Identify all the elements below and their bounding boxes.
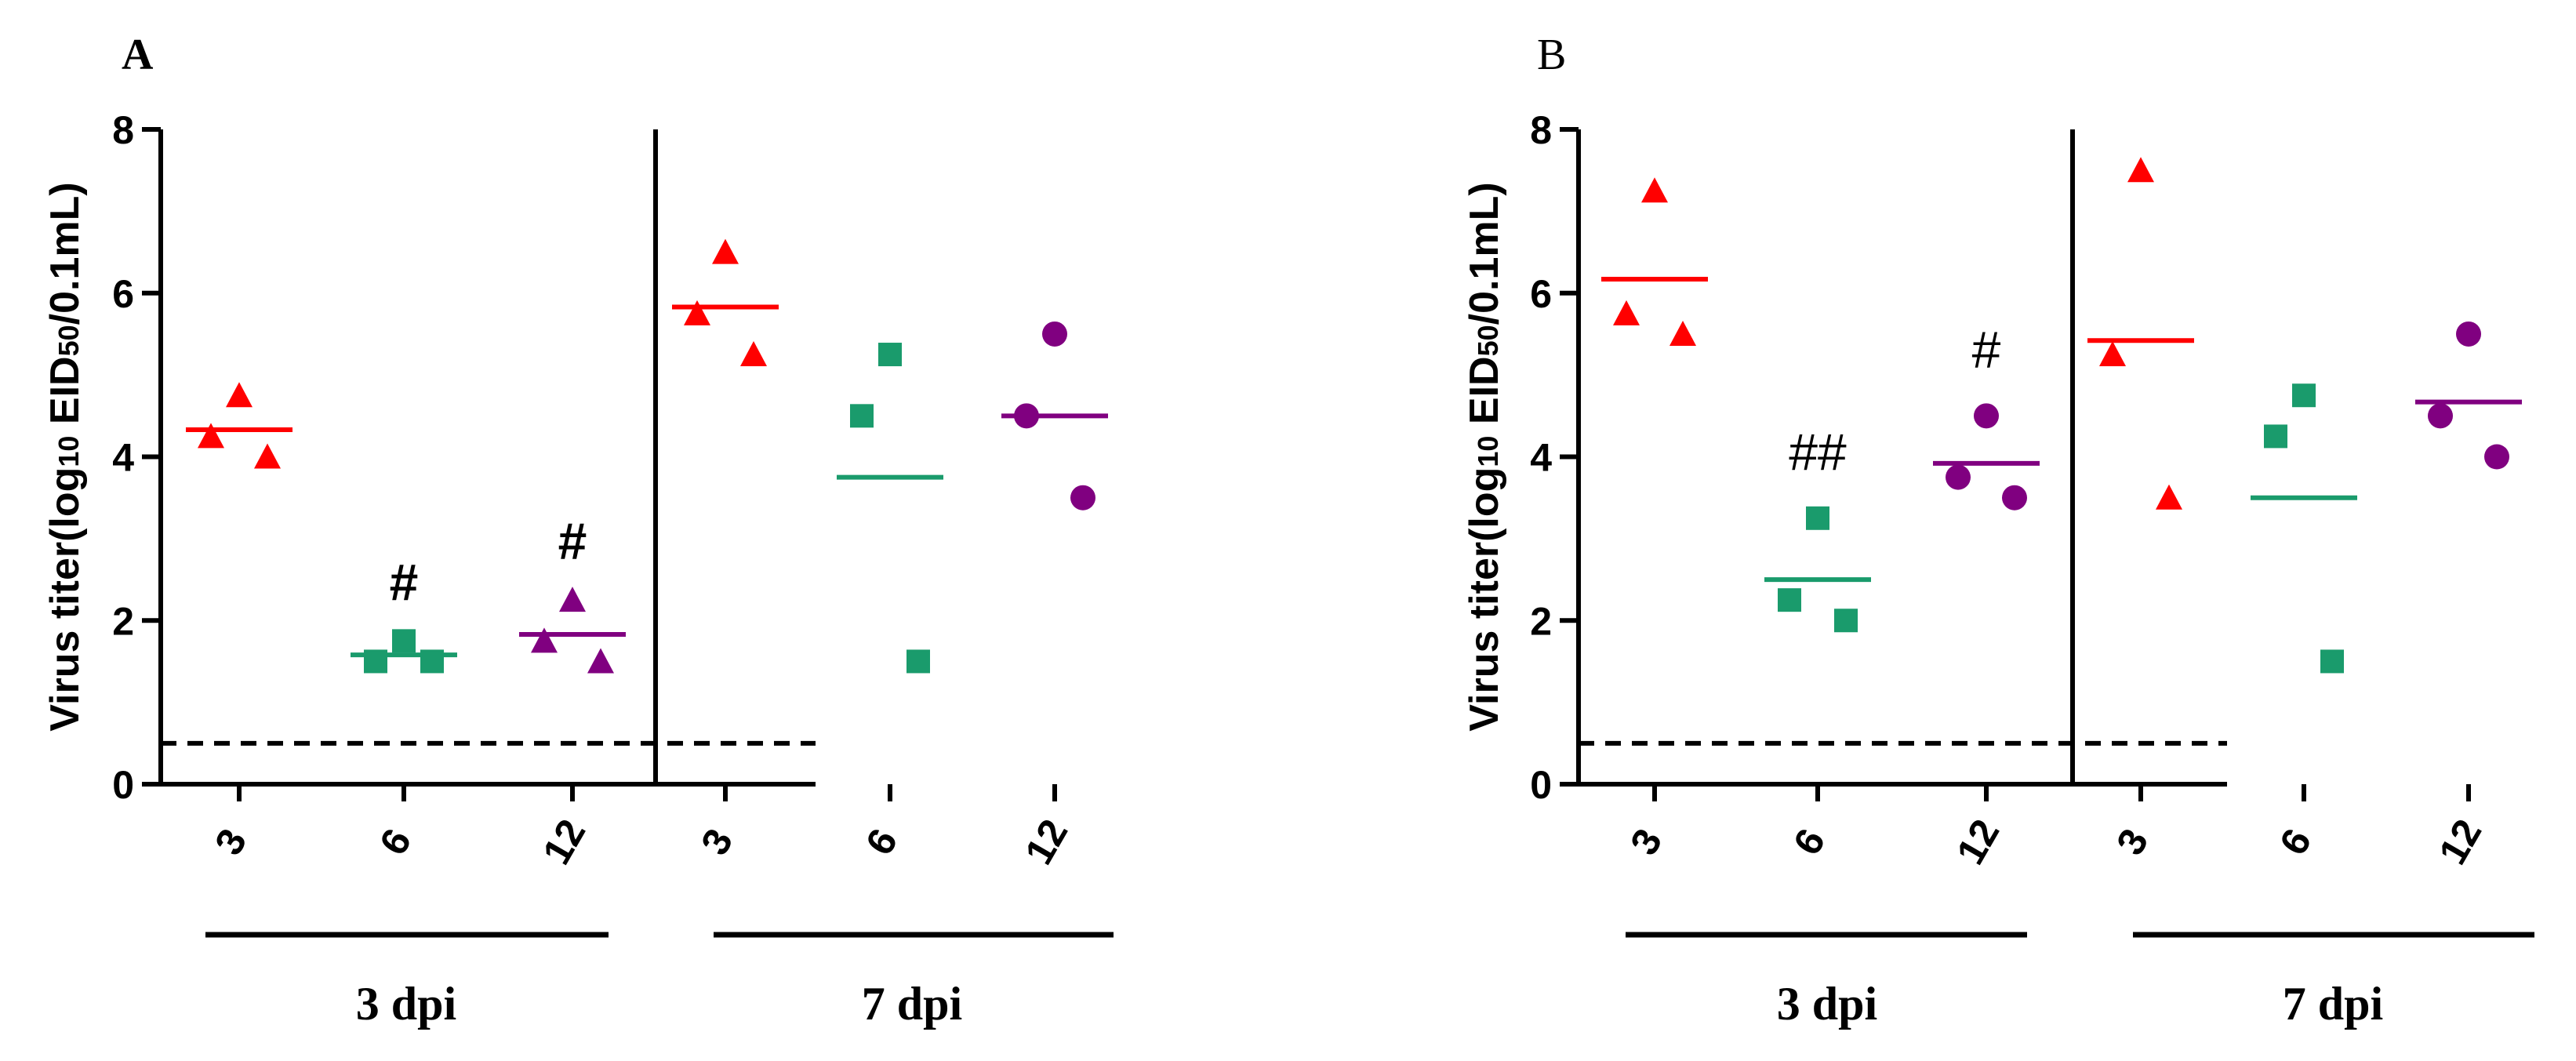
data-point-square xyxy=(878,343,902,367)
significance-mark: ## xyxy=(1789,423,1847,481)
data-point-triangle xyxy=(254,443,281,469)
data-point-triangle xyxy=(1641,177,1668,203)
data-point-circle xyxy=(1042,321,1067,347)
panel-letter: B xyxy=(1537,31,1566,79)
x-tick-label: 6 xyxy=(2271,821,2320,862)
data-point-square xyxy=(2264,424,2287,449)
data-point-triangle xyxy=(2099,341,2126,367)
x-tick-label: 6 xyxy=(1785,821,1833,862)
x-tick-label: 12 xyxy=(1948,812,2007,871)
data-point-circle xyxy=(1946,464,1971,490)
data-point-triangle xyxy=(2156,484,2182,510)
data-point-square xyxy=(2320,649,2344,674)
x-tick-label: 6 xyxy=(371,821,420,862)
data-point-triangle xyxy=(226,382,253,408)
data-point-triangle xyxy=(531,627,558,653)
y-tick-label: 2 xyxy=(112,599,134,643)
data-point-square xyxy=(907,649,930,674)
group-label: 3 dpi xyxy=(356,978,456,1030)
x-tick-label: 3 xyxy=(2108,821,2156,862)
data-point-triangle xyxy=(559,587,586,612)
y-tick-label: 6 xyxy=(1530,272,1552,316)
x-tick-label: 3 xyxy=(692,821,741,862)
data-point-square xyxy=(1834,609,1858,633)
x-tick-label: 12 xyxy=(1016,812,1076,871)
data-point-square xyxy=(1778,588,1801,612)
data-point-circle xyxy=(2484,444,2509,470)
data-point-square xyxy=(392,629,416,653)
group-label: 7 dpi xyxy=(862,978,962,1030)
y-axis-label: Virus titer(log10 EID50/0.1mL) xyxy=(1462,182,1507,731)
x-tick-label: 12 xyxy=(534,812,594,871)
data-point-square xyxy=(850,404,874,428)
group-label: 3 dpi xyxy=(1777,978,1877,1030)
data-point-circle xyxy=(2456,321,2481,347)
data-point-square xyxy=(1806,506,1829,530)
y-tick-label: 8 xyxy=(112,108,134,152)
data-point-triangle xyxy=(2127,157,2154,183)
y-tick-label: 4 xyxy=(112,436,134,480)
y-tick-label: 0 xyxy=(1530,763,1552,807)
data-point-circle xyxy=(1070,485,1095,511)
y-tick-label: 0 xyxy=(112,763,134,807)
significance-mark: # xyxy=(558,512,587,570)
y-tick-label: 6 xyxy=(112,272,134,316)
data-point-triangle xyxy=(684,300,710,325)
x-tick-label: 3 xyxy=(1622,821,1670,862)
significance-mark: # xyxy=(390,553,419,611)
group-label: 7 dpi xyxy=(2283,978,2383,1030)
panel-b: B 0 2 4 6 8 Virus titer(log10 EID50/0.1mL) 3 6 12… xyxy=(1462,31,2534,1030)
x-tick-label: 6 xyxy=(857,821,906,862)
data-point-circle xyxy=(2428,403,2453,429)
x-tick-label: 3 xyxy=(206,821,255,862)
data-point-triangle xyxy=(712,238,739,264)
data-point-triangle xyxy=(198,423,224,449)
x-tick-label: 12 xyxy=(2430,812,2490,871)
data-point-triangle xyxy=(587,648,614,674)
y-tick-label: 4 xyxy=(1530,436,1552,480)
data-point-circle xyxy=(2002,485,2027,511)
significance-mark: # xyxy=(1972,320,2001,378)
y-axis-label: Virus titer(log10 EID50/0.1mL) xyxy=(42,182,88,731)
data-point-circle xyxy=(1974,403,1999,429)
y-tick-label: 8 xyxy=(1530,108,1552,152)
data-point-square xyxy=(2292,383,2316,408)
panel-letter: A xyxy=(122,31,154,79)
panel-a: A 0 2 4 6 8 Virus titer(log10 EID50/0.1mL) 3 6 12… xyxy=(42,31,1114,1030)
data-point-triangle xyxy=(1613,300,1640,325)
data-point-triangle xyxy=(740,341,767,367)
y-tick-label: 2 xyxy=(1530,599,1552,643)
data-point-triangle xyxy=(1669,320,1696,346)
